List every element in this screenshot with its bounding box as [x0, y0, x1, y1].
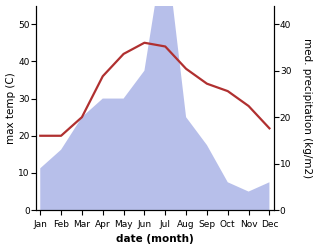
X-axis label: date (month): date (month) [116, 234, 194, 244]
Y-axis label: med. precipitation (kg/m2): med. precipitation (kg/m2) [302, 38, 313, 178]
Y-axis label: max temp (C): max temp (C) [5, 72, 16, 144]
